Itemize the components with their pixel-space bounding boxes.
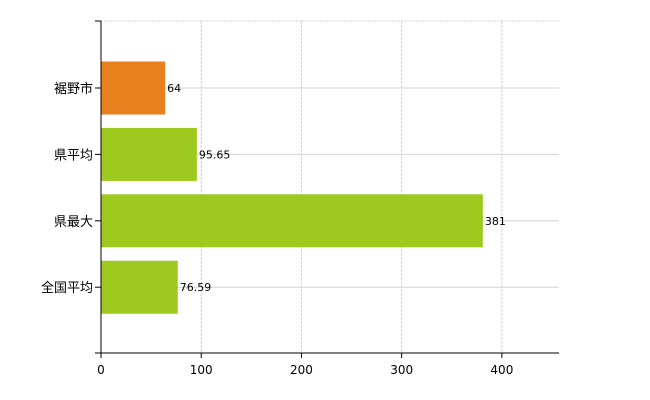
y-tick-label: 裾野市 [54,81,93,97]
data-label-4: 76.59 [180,281,212,294]
x-tick-label: 100 [190,363,213,377]
x-tick-label: 200 [290,363,313,377]
bar-4 [101,260,178,314]
x-tick-label: 0 [97,363,105,377]
y-tick-label: 県最大 [54,215,93,230]
bar-3 [101,194,483,248]
x-tick-label: 300 [390,363,413,377]
data-label-1: 64 [167,82,181,95]
x-tick-label: 400 [490,363,513,377]
y-tick-label: 全国平均 [41,280,93,296]
bar-2 [101,127,197,181]
data-label-2: 95.65 [199,148,231,161]
data-label-3: 381 [485,215,506,228]
y-tick-label: 県平均 [54,148,93,163]
bar-1 [101,61,166,115]
